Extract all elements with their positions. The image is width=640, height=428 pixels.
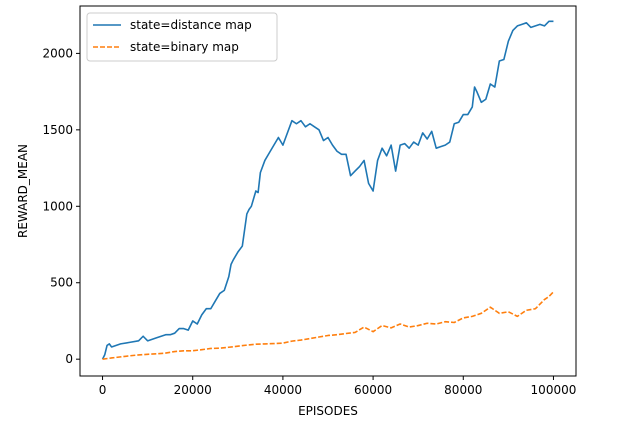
series-line-2 — [102, 291, 555, 360]
legend-label-1: state=distance map — [130, 18, 252, 32]
x-tick-label: 100000 — [531, 383, 577, 397]
x-tick-label: 40000 — [264, 383, 302, 397]
y-tick-label: 1500 — [42, 123, 73, 137]
legend-label-2: state=binary map — [130, 40, 239, 54]
x-tick-label: 60000 — [354, 383, 392, 397]
legend: state=distance map state=binary map — [86, 12, 278, 62]
y-tick-label: 500 — [50, 276, 73, 290]
y-tick-label: 1000 — [42, 199, 73, 213]
plot-frame — [79, 5, 577, 377]
x-axis: 0 20000 40000 60000 80000 100000 — [99, 376, 577, 397]
x-tick-label: 20000 — [174, 383, 212, 397]
series-layer — [101, 20, 555, 360]
y-axis: 0 500 1000 1500 2000 — [42, 46, 80, 366]
plot-background — [80, 6, 576, 376]
y-axis-label: REWARD_MEAN — [16, 144, 30, 238]
legend-box — [86, 12, 278, 62]
y-tick-label: 2000 — [42, 46, 73, 60]
series-line-1 — [101, 20, 554, 360]
x-tick-label: 80000 — [444, 383, 482, 397]
x-tick-label: 0 — [99, 383, 107, 397]
y-tick-label: 0 — [65, 352, 73, 366]
x-axis-label: EPISODES — [298, 404, 358, 418]
